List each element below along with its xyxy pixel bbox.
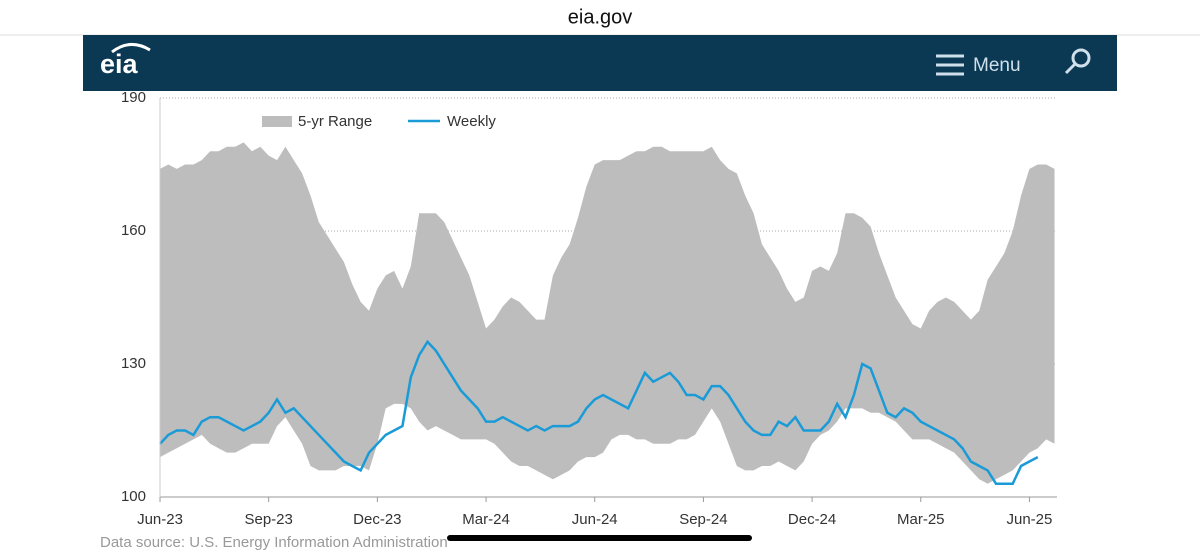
x-tick-label: Jun-25 <box>1007 511 1053 528</box>
menu-icon[interactable] <box>936 54 964 76</box>
x-tick-label: Jun-23 <box>137 511 183 528</box>
logo[interactable]: eia <box>100 49 139 79</box>
x-tick-label: Dec-24 <box>788 511 836 528</box>
x-tick-label: Dec-23 <box>353 511 401 528</box>
search-icon[interactable] <box>1064 48 1091 75</box>
scroll-indicator <box>447 535 752 541</box>
y-tick-label: 130 <box>121 355 146 372</box>
legend-label: 5-yr Range <box>298 113 372 130</box>
source: Data source: U.S. Energy Information Adm… <box>100 534 448 551</box>
legend-label: Weekly <box>447 113 496 130</box>
logo-arc <box>111 43 151 54</box>
x-tick-label: Mar-24 <box>462 511 510 528</box>
legend-swatch <box>262 116 292 127</box>
y-tick-label: 190 <box>121 89 146 106</box>
url[interactable]: eia.gov <box>568 6 633 28</box>
header-bar <box>83 35 1117 91</box>
range-area <box>160 142 1055 484</box>
x-tick-label: Mar-25 <box>897 511 945 528</box>
x-tick-label: Sep-23 <box>244 511 292 528</box>
y-tick-label: 160 <box>121 222 146 239</box>
y-tick-label: 100 <box>121 488 146 505</box>
x-tick-label: Jun-24 <box>572 511 618 528</box>
x-tick-label: Sep-24 <box>679 511 727 528</box>
weekly-line <box>159 339 1039 485</box>
menu-label[interactable]: Menu <box>973 55 1021 76</box>
